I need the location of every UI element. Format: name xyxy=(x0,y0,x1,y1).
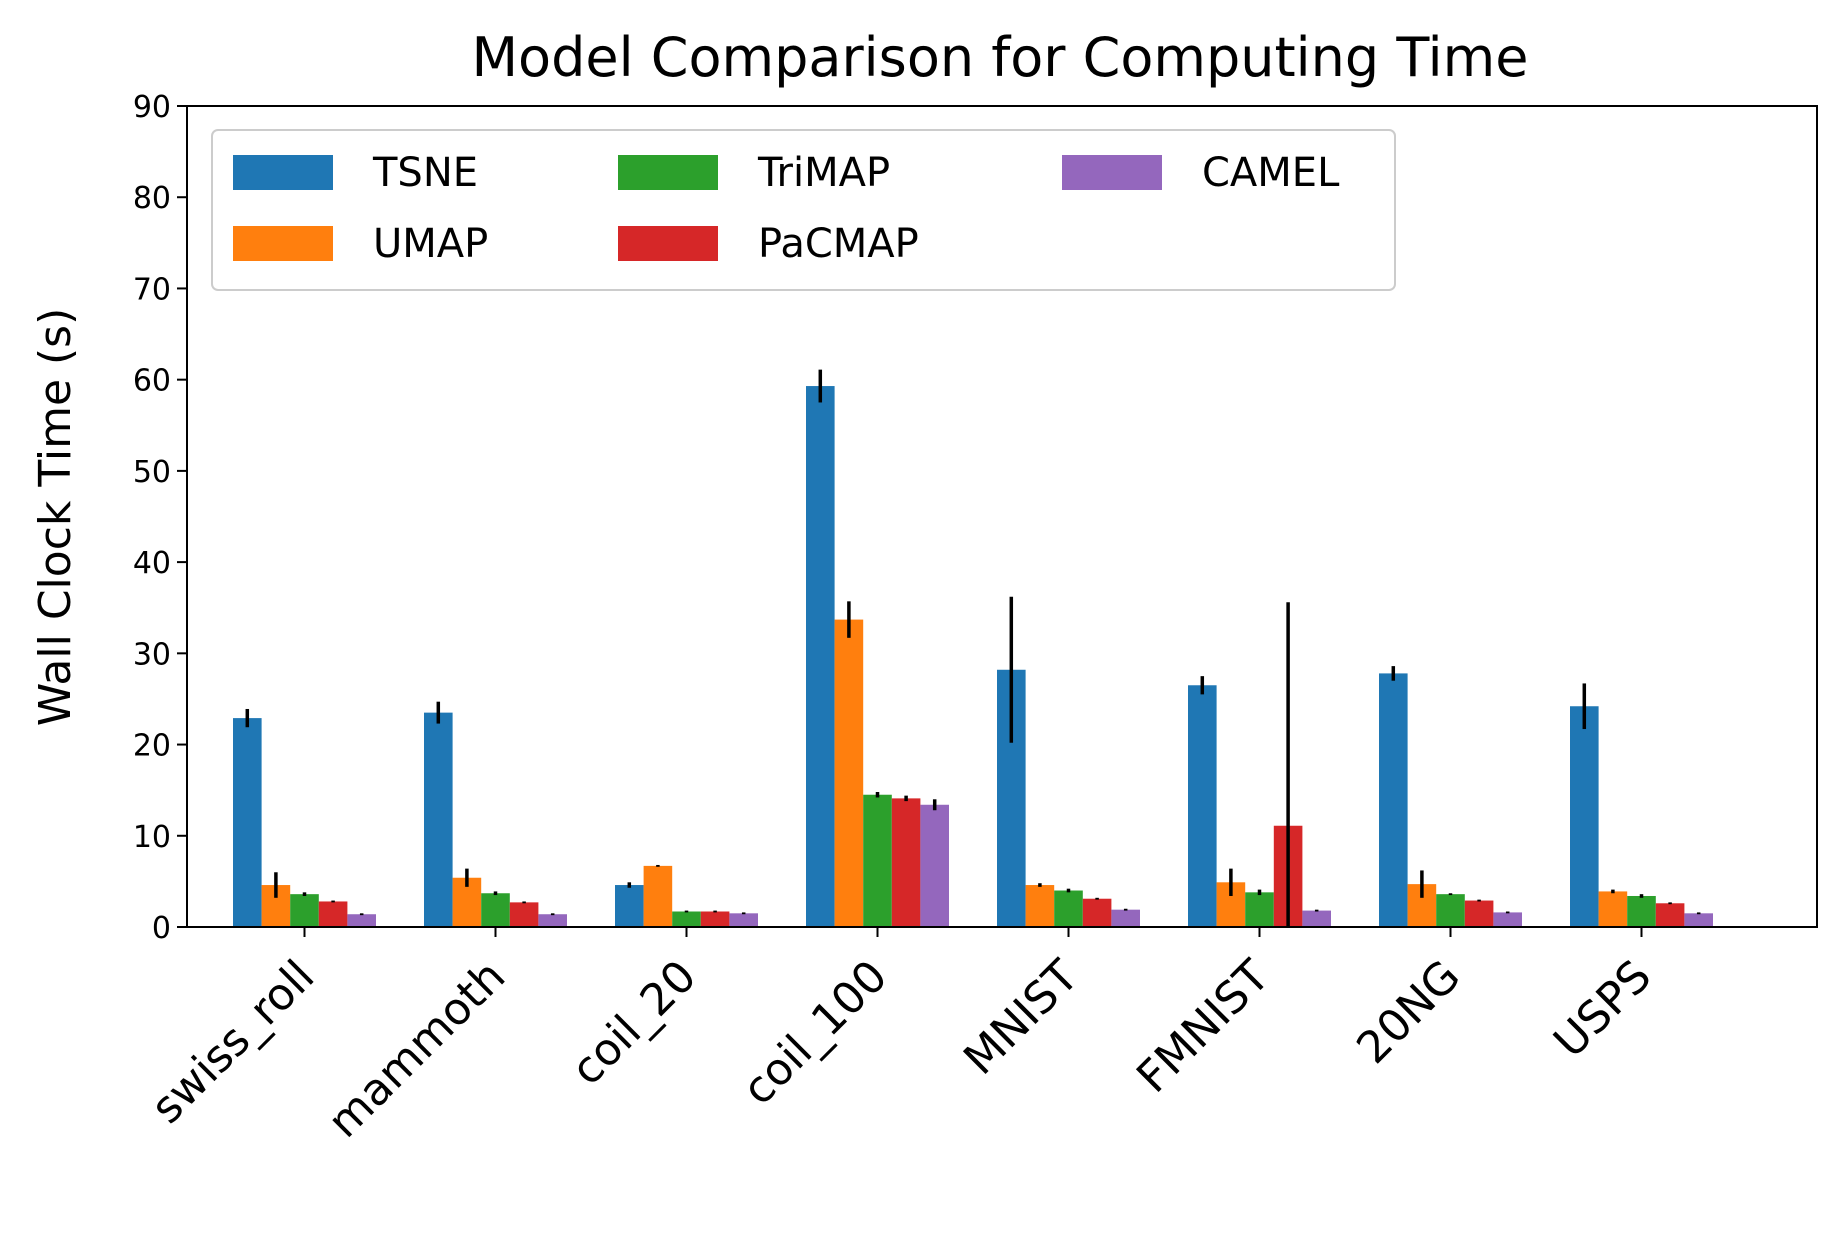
legend-label-CAMEL: CAMEL xyxy=(1202,150,1340,196)
bar-PaCMAP-MNIST xyxy=(1083,899,1112,927)
y-axis-ticks: 0 10 20 30 40 50 60 70 80 90 xyxy=(133,90,187,946)
bar-TSNE-FMNIST xyxy=(1188,685,1217,927)
x-tick-label: swiss_roll xyxy=(142,951,325,1134)
legend: TSNE UMAP TriMAP PaCMAP CAMEL xyxy=(212,130,1395,290)
bar-CAMEL-USPS xyxy=(1684,913,1713,927)
y-tick-label: 10 xyxy=(133,820,171,855)
bar-CAMEL-FMNIST xyxy=(1302,911,1331,927)
legend-label-UMAP: UMAP xyxy=(373,221,488,267)
bar-group-coil_20 xyxy=(615,865,758,927)
y-tick-label: 50 xyxy=(133,455,171,490)
bar-group-20NG xyxy=(1379,666,1522,927)
bar-CAMEL-MNIST xyxy=(1111,910,1140,927)
bar-CAMEL-mammoth xyxy=(538,914,567,927)
bar-PaCMAP-coil_20 xyxy=(701,911,730,927)
bar-TriMAP-MNIST xyxy=(1054,891,1083,927)
y-tick-label: 60 xyxy=(133,364,171,399)
bar-CAMEL-swiss_roll xyxy=(347,914,376,927)
bar-CAMEL-coil_100 xyxy=(920,805,949,927)
bar-group-FMNIST xyxy=(1188,602,1331,927)
y-tick-label: 70 xyxy=(133,272,171,307)
y-tick-label: 80 xyxy=(133,181,171,216)
y-tick-label: 30 xyxy=(133,637,171,672)
bar-UMAP-coil_20 xyxy=(644,866,673,927)
x-tick-label: coil_100 xyxy=(733,951,897,1115)
legend-label-TriMAP: TriMAP xyxy=(757,150,890,196)
bar-PaCMAP-mammoth xyxy=(510,902,539,927)
bar-TriMAP-USPS xyxy=(1627,896,1656,927)
plot-area xyxy=(233,370,1713,927)
bar-group-coil_100 xyxy=(806,370,949,927)
y-tick-label: 90 xyxy=(133,90,171,125)
bar-UMAP-MNIST xyxy=(1026,885,1055,927)
y-axis-label: Wall Clock Time (s) xyxy=(30,308,81,727)
x-tick-label: FMNIST xyxy=(1127,951,1279,1103)
y-tick-label: 20 xyxy=(133,729,171,764)
bar-TriMAP-FMNIST xyxy=(1245,892,1274,927)
bar-TriMAP-mammoth xyxy=(481,893,510,927)
y-tick-label: 40 xyxy=(133,546,171,581)
x-tick-label: mammoth xyxy=(318,951,515,1148)
x-tick-label: USPS xyxy=(1544,951,1661,1068)
legend-swatch-TriMAP xyxy=(618,155,718,190)
bar-TriMAP-coil_20 xyxy=(672,911,701,927)
legend-swatch-TSNE xyxy=(233,155,333,190)
x-tick-label: 20NG xyxy=(1347,951,1470,1074)
bar-PaCMAP-20NG xyxy=(1465,901,1494,927)
bar-PaCMAP-coil_100 xyxy=(892,798,921,927)
bar-group-mammoth xyxy=(424,702,567,927)
legend-swatch-PaCMAP xyxy=(618,226,718,261)
legend-label-TSNE: TSNE xyxy=(372,150,478,196)
chart-title: Model Comparison for Computing Time xyxy=(471,26,1528,89)
bar-TSNE-20NG xyxy=(1379,673,1408,927)
bar-group-swiss_roll xyxy=(233,709,376,927)
x-tick-label: coil_20 xyxy=(562,951,707,1096)
bar-CAMEL-coil_20 xyxy=(729,913,758,927)
bar-UMAP-coil_100 xyxy=(835,620,864,927)
legend-swatch-UMAP xyxy=(233,226,333,261)
bar-TSNE-coil_20 xyxy=(615,885,644,927)
bar-group-MNIST xyxy=(997,597,1140,927)
bar-group-USPS xyxy=(1570,683,1713,927)
bar-UMAP-USPS xyxy=(1599,891,1628,927)
legend-label-PaCMAP: PaCMAP xyxy=(758,221,919,267)
bar-TSNE-mammoth xyxy=(424,713,453,927)
bar-CAMEL-20NG xyxy=(1493,912,1522,927)
y-tick-label: 0 xyxy=(152,911,171,946)
bar-PaCMAP-USPS xyxy=(1656,903,1685,927)
bar-TriMAP-20NG xyxy=(1436,894,1465,927)
x-tick-label: MNIST xyxy=(954,951,1088,1085)
bar-TSNE-USPS xyxy=(1570,706,1599,927)
bar-PaCMAP-swiss_roll xyxy=(319,901,348,927)
bar-TSNE-swiss_roll xyxy=(233,718,262,927)
legend-swatch-CAMEL xyxy=(1062,155,1162,190)
bar-TSNE-coil_100 xyxy=(806,386,835,927)
bar-TriMAP-coil_100 xyxy=(863,795,892,927)
bar-TriMAP-swiss_roll xyxy=(290,894,319,927)
